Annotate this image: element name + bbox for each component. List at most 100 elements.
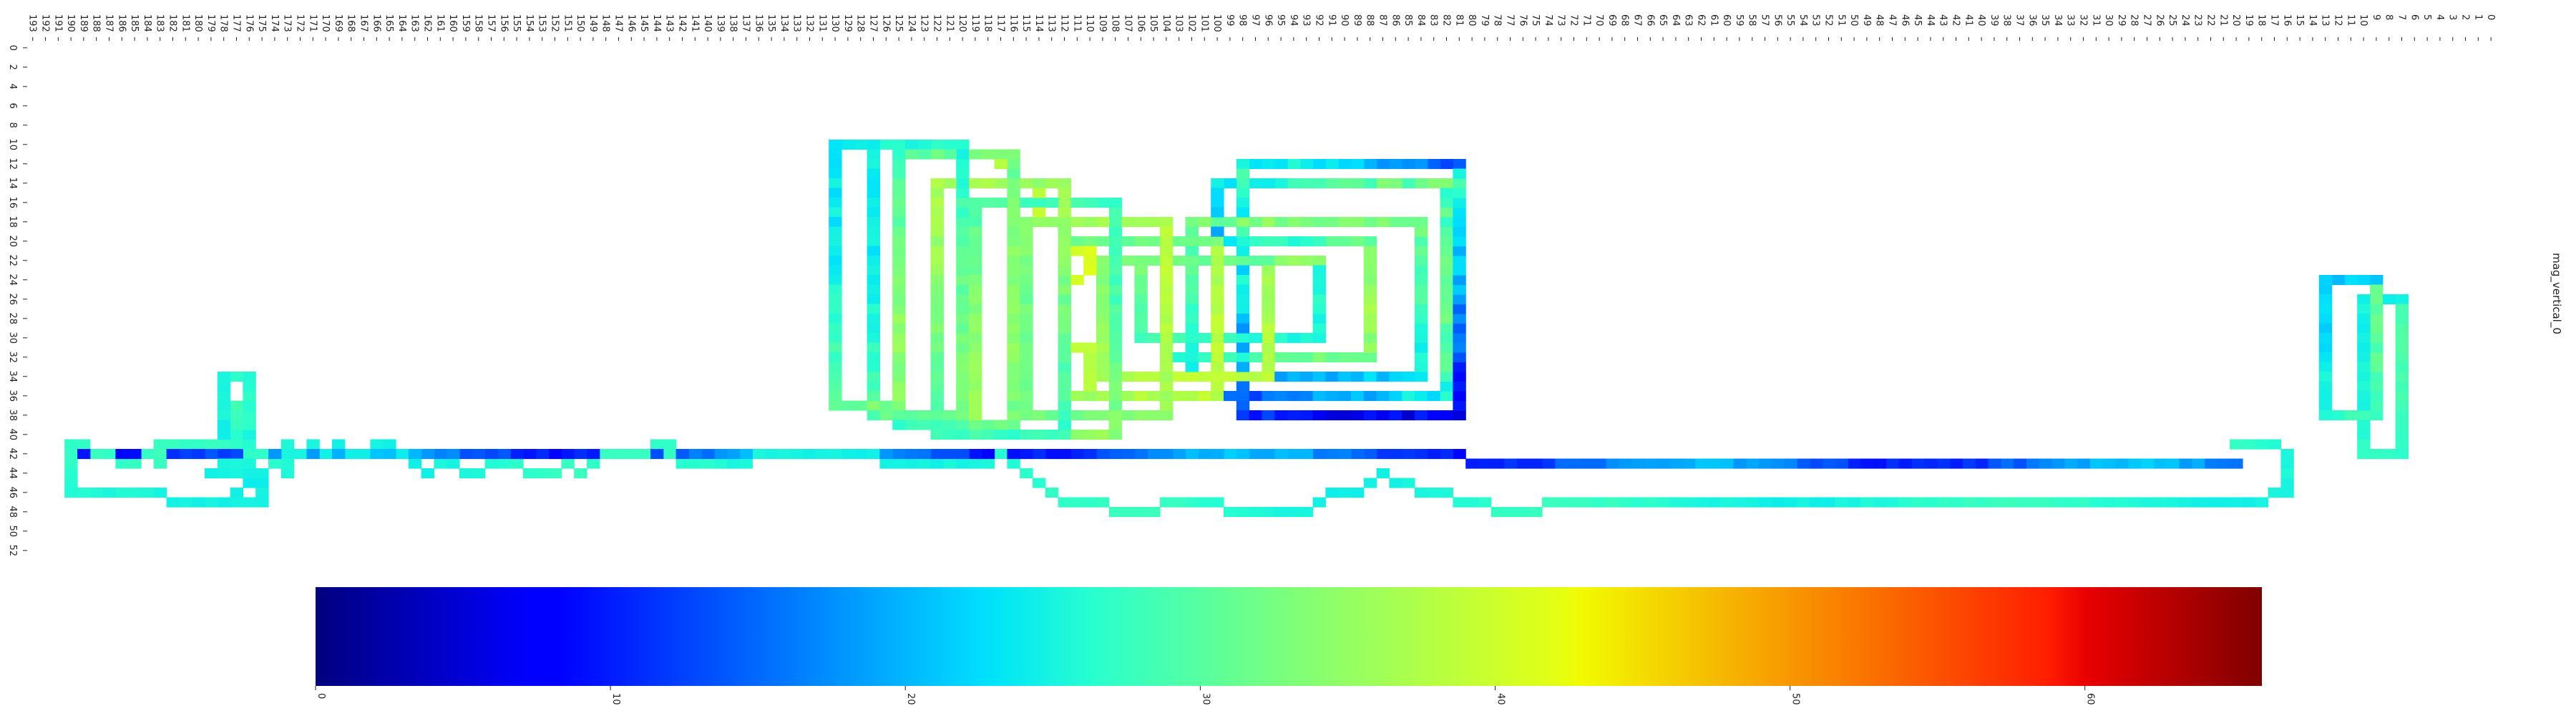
heatmap-cell [1415, 217, 1428, 228]
x-tick-label: 92 [1314, 14, 1324, 26]
heatmap-cell [344, 449, 358, 460]
heatmap-cell [1211, 314, 1224, 324]
heatmap-cell [867, 400, 880, 411]
heatmap-cell [1911, 497, 1925, 508]
heatmap-cell [1070, 342, 1084, 353]
heatmap-cell [128, 458, 142, 469]
heatmap-cell [1108, 352, 1123, 363]
x-tick-label: 145 [638, 14, 649, 32]
heatmap-cell [1083, 391, 1097, 402]
heatmap-cell [917, 140, 932, 150]
x-tick-label: 53 [1810, 14, 1821, 26]
heatmap-cell [1224, 333, 1237, 344]
heatmap-cell [956, 256, 970, 266]
heatmap-cell [1312, 449, 1326, 460]
heatmap-cell [2395, 342, 2409, 353]
heatmap-cell [1096, 342, 1110, 353]
y-tick-label: 42 [7, 448, 18, 460]
heatmap-cell [969, 265, 982, 276]
heatmap-cell [2357, 449, 2371, 460]
x-tick-label: 99 [1224, 14, 1235, 26]
heatmap-cell [2318, 342, 2333, 353]
x-tick-label: 83 [1428, 14, 1439, 26]
y-tick-label: 40 [7, 429, 18, 441]
heatmap-cell [930, 342, 944, 353]
x-tick-label: 79 [1479, 14, 1490, 26]
heatmap-cell [1058, 352, 1071, 363]
x-tick-label: 193 [27, 14, 38, 32]
heatmap-cell [879, 140, 893, 150]
y-tick-label: 22 [7, 255, 18, 267]
heatmap-cell [892, 284, 906, 295]
heatmap-cell [2115, 458, 2129, 469]
heatmap-cell [1453, 294, 1466, 305]
heatmap-cell [1415, 342, 1428, 353]
heatmap-cell [867, 323, 880, 334]
heatmap-cell [2191, 497, 2205, 508]
y-tick-label: 32 [7, 352, 18, 364]
heatmap-cell [969, 420, 982, 430]
heatmap-cell [1108, 304, 1123, 314]
heatmap-cell [2357, 294, 2371, 305]
heatmap-cell [243, 420, 256, 430]
heatmap-cell [1262, 178, 1275, 189]
heatmap-cell [1606, 497, 1619, 508]
x-tick-label: 33 [2065, 14, 2076, 26]
x-tick-label: 89 [1352, 14, 1362, 26]
heatmap-cell [994, 430, 1008, 440]
heatmap-cell [1363, 246, 1377, 256]
heatmap-cell [1070, 198, 1084, 208]
heatmap-cell [1224, 449, 1237, 460]
heatmap-cell [1453, 226, 1466, 237]
heatmap-cell [2357, 381, 2371, 392]
heatmap-cell [1465, 458, 1479, 469]
heatmap-cell [1299, 449, 1314, 460]
heatmap-cell [2331, 275, 2345, 286]
heatmap-cell [1363, 478, 1377, 488]
heatmap-cell [205, 497, 218, 508]
heatmap-cell [153, 449, 167, 460]
x-tick-label: 61 [1708, 14, 1719, 26]
x-tick-label: 64 [1670, 14, 1681, 26]
heatmap-cell [1873, 497, 1887, 508]
x-tick-label: 185 [129, 14, 140, 32]
heatmap-cell [1593, 458, 1606, 469]
heatmap-cell [1453, 188, 1466, 198]
heatmap-cell [2370, 304, 2384, 314]
heatmap-cell [1363, 352, 1377, 363]
x-tick-label: 9 [2371, 14, 2381, 20]
y-tick-label: 38 [7, 410, 18, 422]
heatmap-cell [943, 458, 957, 469]
heatmap-cell [1249, 410, 1262, 421]
heatmap-cell [1440, 226, 1453, 237]
heatmap-cell [102, 449, 116, 460]
heatmap-cell [217, 400, 231, 411]
heatmap-cell [969, 458, 982, 469]
heatmap-cell [1338, 372, 1352, 382]
heatmap-cell [1440, 284, 1453, 295]
heatmap-cell [969, 284, 982, 295]
heatmap-cell [1453, 256, 1466, 266]
heatmap-cell [77, 488, 91, 498]
x-tick-label: 52 [1823, 14, 1834, 26]
heatmap-cell [867, 207, 880, 218]
heatmap-cell [930, 458, 944, 469]
heatmap-cell [2370, 400, 2384, 411]
heatmap-cell [1312, 265, 1326, 276]
x-tick-label: 82 [1441, 14, 1452, 26]
heatmap-cell [1147, 449, 1161, 460]
heatmap-cell [1312, 256, 1326, 266]
heatmap-cell [1211, 217, 1224, 228]
heatmap-cell [2179, 458, 2192, 469]
heatmap-cell [1427, 178, 1441, 189]
heatmap-cell [2039, 458, 2052, 469]
heatmap-cell [1007, 256, 1020, 266]
heatmap-cell [1312, 352, 1326, 363]
heatmap-cell [1287, 391, 1301, 402]
heatmap-cell [1236, 265, 1250, 276]
heatmap-cell [230, 458, 243, 469]
heatmap-cell [2318, 410, 2333, 421]
heatmap-cell [1644, 458, 1657, 469]
x-tick-label: 112 [1059, 14, 1070, 32]
heatmap-cell [1185, 275, 1199, 286]
